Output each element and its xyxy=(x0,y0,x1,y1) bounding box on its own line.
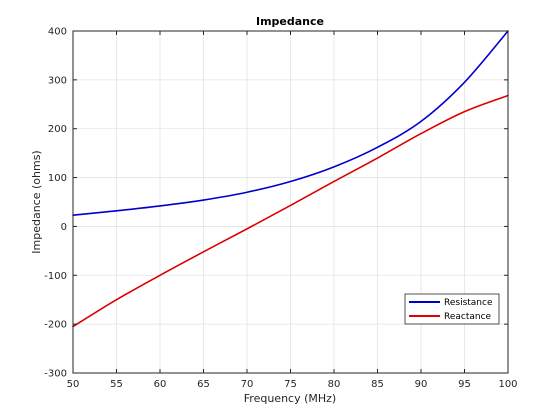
x-tick-label: 70 xyxy=(241,379,254,390)
x-tick-label: 85 xyxy=(371,379,384,390)
x-axis-label: Frequency (MHz) xyxy=(244,392,336,405)
series-line-reactance xyxy=(72,94,509,328)
y-tick-label: -200 xyxy=(44,320,67,331)
x-tick-label: 75 xyxy=(284,379,297,390)
tick-layer: 50 55 60 65 70 75 80 85 90 95 100 -300 -200 -100 0 100 2… xyxy=(44,27,517,391)
legend-label-resistance: Resistance xyxy=(444,298,493,308)
legend: Resistance Reactance xyxy=(404,293,500,325)
x-tick-label: 55 xyxy=(110,379,123,390)
series-line-resistance xyxy=(72,30,509,216)
x-tick-label: 95 xyxy=(458,379,471,390)
x-tick-label: 80 xyxy=(328,379,341,390)
y-axis-label: Impedance (ohms) xyxy=(30,150,43,253)
legend-box xyxy=(404,293,500,325)
y-tick-label: 0 xyxy=(61,222,67,233)
y-tick-label: 100 xyxy=(48,173,67,184)
y-tick-label: 300 xyxy=(48,75,67,86)
legend-label-reactance: Reactance xyxy=(444,312,492,322)
x-tick-label: 100 xyxy=(498,379,517,390)
y-tick-label: 400 xyxy=(48,27,67,38)
y-tick-label: 200 xyxy=(48,124,67,135)
x-tick-label: 60 xyxy=(154,379,167,390)
y-tick-label: -300 xyxy=(44,369,67,380)
x-tick-label: 65 xyxy=(197,379,210,390)
chart-title: Impedance xyxy=(256,15,324,28)
y-tick-label: -100 xyxy=(44,271,67,282)
x-tick-label: 50 xyxy=(67,379,80,390)
series-layer xyxy=(72,30,509,328)
x-tick-label: 90 xyxy=(415,379,428,390)
